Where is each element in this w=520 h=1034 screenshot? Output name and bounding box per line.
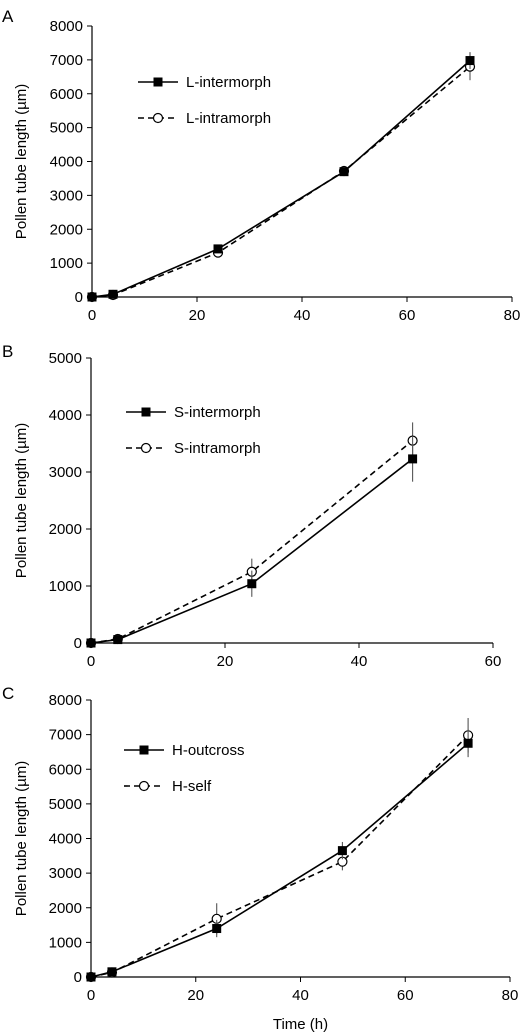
y-tick-label: 1000 (49, 934, 82, 951)
series-line (90, 742, 469, 978)
series-h-self (85, 718, 474, 983)
y-tick-label: 4000 (49, 407, 82, 424)
series-l-intramorph (86, 53, 476, 303)
data-point (463, 738, 473, 748)
x-tick-label: 60 (399, 307, 416, 324)
data-point (339, 167, 349, 177)
y-tick-label: 1000 (49, 578, 82, 595)
data-point (87, 292, 97, 302)
panel-label: B (2, 342, 13, 361)
data-point (337, 846, 347, 856)
data-point (86, 972, 96, 982)
y-tick-label: 8000 (50, 18, 83, 35)
x-tick-label: 40 (351, 653, 368, 670)
y-axis-title: Pollen tube length (µm) (13, 84, 30, 239)
legend-label: L-intramorph (186, 110, 271, 127)
legend-marker (139, 745, 149, 755)
data-point (212, 924, 222, 934)
y-tick-label: 7000 (50, 52, 83, 69)
y-tick-label: 3000 (49, 464, 82, 481)
data-point (408, 454, 418, 464)
chart-panel-b: B 0 1000 2000 3000 4000 5000 0 20 40 60 Pollen tube… (2, 342, 501, 670)
series-line (90, 439, 414, 644)
y-tick-label: 8000 (49, 692, 82, 709)
x-tick-label: 40 (292, 987, 309, 1004)
series-line (90, 458, 414, 644)
legend-label: H-self (172, 778, 212, 795)
y-tick-label: 2000 (50, 221, 83, 238)
y-tick-label: 3000 (50, 187, 83, 204)
y-tick-label: 5000 (50, 120, 83, 137)
series-h-outcross (86, 729, 473, 982)
y-tick-label: 0 (74, 969, 82, 986)
y-tick-label: 7000 (49, 727, 82, 744)
x-tick-label: 60 (485, 653, 502, 670)
y-tick-label: 5000 (49, 350, 82, 367)
x-tick-label: 20 (189, 307, 206, 324)
y-tick-label: 6000 (50, 86, 83, 103)
legend: H-outcross H-self (124, 742, 245, 795)
series-line (91, 66, 471, 298)
x-tick-label: 0 (87, 653, 95, 670)
legend-label: S-intermorph (174, 404, 261, 421)
series-s-intermorph (86, 436, 418, 648)
x-tick-label: 40 (294, 307, 311, 324)
y-tick-label: 2000 (49, 900, 82, 917)
x-tick-label: 80 (502, 987, 519, 1004)
data-point (113, 635, 123, 645)
legend: L-intermorph L-intramorph (138, 74, 271, 127)
legend-marker (153, 77, 163, 87)
y-tick-label: 4000 (50, 154, 83, 171)
chart-panel-a: A 0 1000 2000 3000 4000 5000 6000 7000 8000 0 20 40 6… (2, 7, 520, 324)
y-tick-label: 4000 (49, 831, 82, 848)
y-tick-label: 3000 (49, 865, 82, 882)
panel-label: A (2, 7, 14, 26)
x-tick-label: 20 (187, 987, 204, 1004)
y-tick-label: 0 (74, 635, 82, 652)
data-point (107, 967, 117, 977)
y-axis-title: Pollen tube length (µm) (13, 761, 30, 916)
legend-marker (138, 780, 150, 792)
series-l-intermorph (87, 52, 475, 302)
x-tick-label: 20 (217, 653, 234, 670)
x-axis-title: Time (h) (273, 1016, 328, 1033)
x-tick-label: 0 (87, 987, 95, 1004)
y-axis-title: Pollen tube length (µm) (13, 423, 30, 578)
data-point (247, 579, 257, 589)
legend-marker (141, 407, 151, 417)
x-tick-label: 60 (397, 987, 414, 1004)
y-tick-label: 2000 (49, 521, 82, 538)
y-tick-label: 0 (75, 289, 83, 306)
legend-label: L-intermorph (186, 74, 271, 91)
data-point (108, 289, 118, 299)
x-tick-label: 0 (88, 307, 96, 324)
y-tick-label: 5000 (49, 796, 82, 813)
data-point (213, 244, 223, 254)
x-tick-label: 80 (504, 307, 520, 324)
chart-panel-c: C 0 1000 2000 3000 4000 5000 6000 7000 8000 0 20 40 6… (2, 684, 518, 1033)
series-line (90, 734, 469, 978)
legend-marker (152, 112, 164, 124)
legend-label: S-intramorph (174, 440, 261, 457)
legend-label: H-outcross (172, 742, 245, 759)
legend: S-intermorph S-intramorph (126, 404, 261, 457)
y-tick-label: 1000 (50, 255, 83, 272)
data-point (465, 56, 475, 66)
data-point (86, 638, 96, 648)
legend-marker (140, 442, 152, 454)
panel-label: C (2, 684, 14, 703)
series-line (91, 59, 471, 298)
y-tick-label: 6000 (49, 761, 82, 778)
